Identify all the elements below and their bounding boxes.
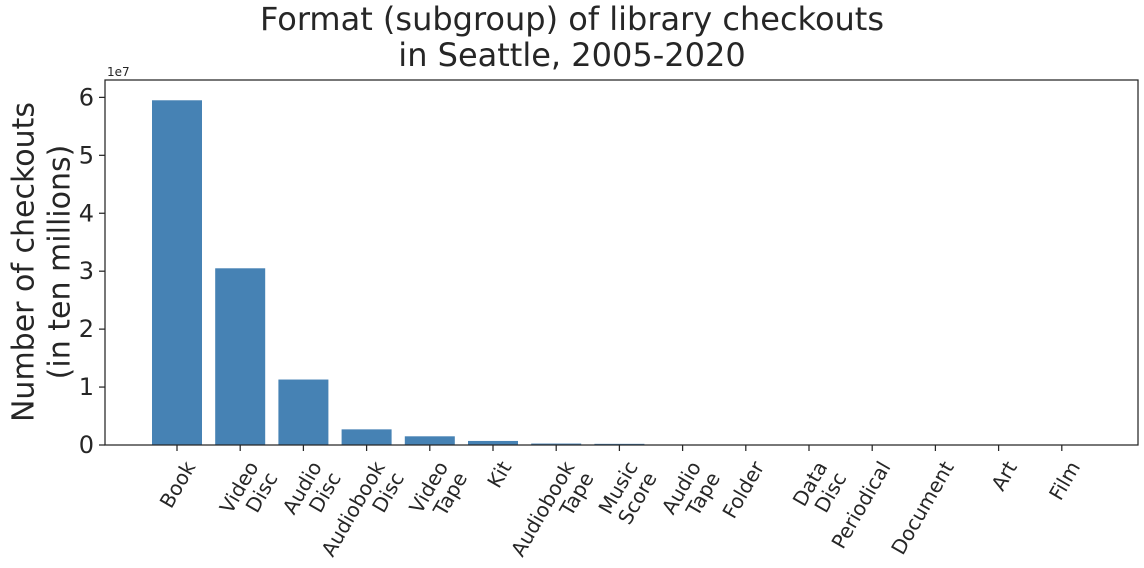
y-tick-label: 3 xyxy=(79,257,94,285)
x-tick-label: Kit xyxy=(482,457,516,492)
x-tick-label: Document xyxy=(886,457,959,559)
x-tick-label: VideoDisc xyxy=(215,457,283,529)
x-tick-label: MusicScore xyxy=(594,457,662,529)
x-tick-label: Folder xyxy=(718,456,770,522)
x-tick-label: Art xyxy=(986,457,1022,495)
y-tick-label: 5 xyxy=(79,141,94,169)
x-axis: Book VideoDiscAudioDiscAudiobookDiscVideo… xyxy=(155,445,1085,568)
x-tick-label: Book xyxy=(155,457,201,512)
y-tick-label: 2 xyxy=(79,315,94,343)
x-tick-label: Film xyxy=(1044,457,1085,504)
y-axis-label-line: (in ten millions) xyxy=(43,145,78,380)
axes-frame xyxy=(104,79,1139,446)
y-tick-label: 1 xyxy=(79,373,94,401)
bars xyxy=(152,100,1087,446)
plot-area xyxy=(104,79,1139,446)
y-axis-label-line: Number of checkouts xyxy=(7,102,42,422)
y-tick-label: 4 xyxy=(79,199,94,227)
bar xyxy=(468,440,518,445)
bar xyxy=(215,268,266,445)
y-axis-exponent: 1e7 xyxy=(107,65,130,79)
bar xyxy=(404,436,455,445)
y-tick-label: 6 xyxy=(79,83,94,111)
y-axis: 0 1 2 3 4 5 6 xyxy=(79,83,105,459)
bar xyxy=(278,379,329,445)
chart-title-line: in Seattle, 2005-2020 xyxy=(398,36,745,74)
x-tick-label: VideoTape xyxy=(404,457,472,529)
bar xyxy=(341,429,392,445)
bar xyxy=(152,100,202,446)
y-tick-label: 0 xyxy=(79,431,94,459)
chart-title-line: Format (subgroup) of library checkouts xyxy=(260,0,884,38)
chart-title: Format (subgroup) of library checkoutsin… xyxy=(260,0,884,74)
x-tick-label: AudiobookTape xyxy=(506,457,599,568)
bar xyxy=(531,443,582,445)
x-tick-label: AudioTape xyxy=(657,457,725,529)
x-tick-label: DataDisc xyxy=(788,457,852,521)
y-axis-label: Number of checkouts (in ten millions) xyxy=(7,102,78,422)
